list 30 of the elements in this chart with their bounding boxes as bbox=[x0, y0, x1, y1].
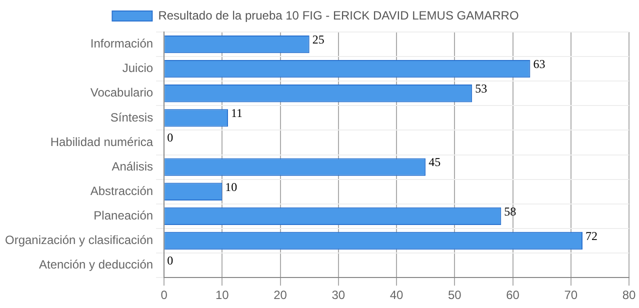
x-tick-label: 80 bbox=[622, 288, 636, 302]
x-tick-label: 20 bbox=[274, 288, 288, 302]
x-tick-label: 50 bbox=[448, 288, 462, 302]
y-tick-label: Vocabulario bbox=[90, 86, 154, 100]
y-tick-label: Análisis bbox=[112, 159, 154, 174]
y-tick-label: Atención y deducción bbox=[38, 258, 154, 272]
legend-label: Resultado de la prueba 10 FIG - ERICK DAVID LEMUS GAMARRO bbox=[158, 8, 519, 22]
x-tick-label: 60 bbox=[506, 288, 520, 302]
data-label: 63 bbox=[533, 56, 546, 71]
data-label: 25 bbox=[312, 32, 324, 46]
x-tick-label: 40 bbox=[390, 288, 404, 302]
x-tick-label: 70 bbox=[564, 288, 578, 302]
data-label: 0 bbox=[167, 130, 174, 145]
data-label: 45 bbox=[428, 155, 441, 170]
y-tick-label: Síntesis bbox=[110, 110, 154, 124]
y-tick-label: Información bbox=[90, 36, 154, 51]
data-label: 11 bbox=[230, 106, 243, 120]
data-label: 10 bbox=[225, 180, 238, 194]
x-tick-label: 30 bbox=[332, 288, 346, 302]
x-tick-label: 0 bbox=[160, 288, 168, 302]
y-tick-label: Juicio bbox=[122, 61, 154, 76]
data-label: 72 bbox=[586, 228, 598, 243]
data-label: 0 bbox=[167, 253, 174, 268]
y-tick-label: Abstracción bbox=[90, 184, 154, 198]
y-tick-label: Organización y clasificación bbox=[4, 233, 154, 248]
data-label: 53 bbox=[475, 82, 488, 96]
data-label: 58 bbox=[504, 204, 516, 218]
y-tick-label: Planeación bbox=[94, 208, 154, 223]
x-tick-label: 10 bbox=[216, 288, 230, 302]
y-tick-label: Habilidad numérica bbox=[50, 134, 154, 149]
